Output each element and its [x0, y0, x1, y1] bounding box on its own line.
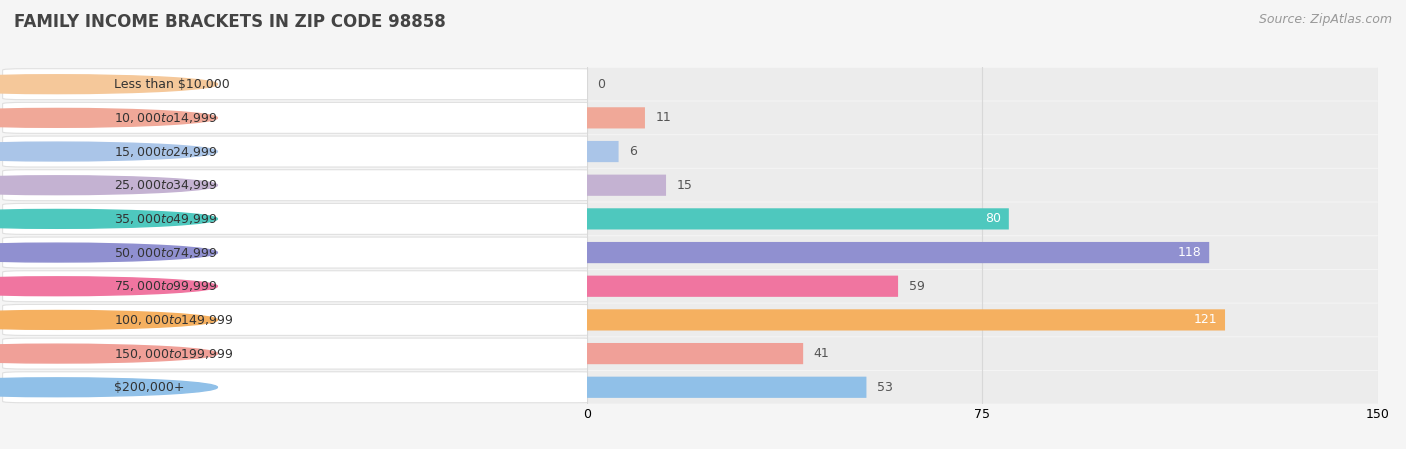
- FancyBboxPatch shape: [586, 68, 1378, 101]
- FancyBboxPatch shape: [586, 270, 1378, 303]
- FancyBboxPatch shape: [586, 107, 645, 128]
- FancyBboxPatch shape: [586, 242, 1209, 263]
- Text: 80: 80: [984, 212, 1001, 225]
- FancyBboxPatch shape: [3, 170, 599, 201]
- Text: $100,000 to $149,999: $100,000 to $149,999: [114, 313, 233, 327]
- Circle shape: [0, 277, 218, 296]
- FancyBboxPatch shape: [586, 135, 1378, 168]
- FancyBboxPatch shape: [3, 338, 599, 369]
- Circle shape: [0, 378, 218, 397]
- Text: $75,000 to $99,999: $75,000 to $99,999: [114, 279, 218, 293]
- FancyBboxPatch shape: [3, 304, 599, 335]
- FancyBboxPatch shape: [586, 276, 898, 297]
- Circle shape: [0, 176, 218, 195]
- Circle shape: [0, 243, 218, 262]
- Text: FAMILY INCOME BRACKETS IN ZIP CODE 98858: FAMILY INCOME BRACKETS IN ZIP CODE 98858: [14, 13, 446, 31]
- Text: 59: 59: [908, 280, 924, 293]
- Text: Source: ZipAtlas.com: Source: ZipAtlas.com: [1258, 13, 1392, 26]
- FancyBboxPatch shape: [586, 304, 1378, 336]
- Circle shape: [0, 108, 218, 128]
- FancyBboxPatch shape: [586, 208, 1010, 229]
- FancyBboxPatch shape: [586, 377, 866, 398]
- FancyBboxPatch shape: [586, 343, 803, 364]
- Text: $150,000 to $199,999: $150,000 to $199,999: [114, 347, 233, 361]
- Circle shape: [0, 344, 218, 363]
- Text: $10,000 to $14,999: $10,000 to $14,999: [114, 111, 218, 125]
- FancyBboxPatch shape: [3, 136, 599, 167]
- Text: 11: 11: [655, 111, 671, 124]
- FancyBboxPatch shape: [3, 69, 599, 100]
- Text: $15,000 to $24,999: $15,000 to $24,999: [114, 145, 218, 158]
- Text: 41: 41: [814, 347, 830, 360]
- FancyBboxPatch shape: [586, 141, 619, 162]
- FancyBboxPatch shape: [586, 101, 1378, 134]
- Text: 53: 53: [877, 381, 893, 394]
- FancyBboxPatch shape: [586, 169, 1378, 202]
- FancyBboxPatch shape: [586, 202, 1378, 235]
- FancyBboxPatch shape: [3, 372, 599, 403]
- Text: $200,000+: $200,000+: [114, 381, 184, 394]
- Text: 0: 0: [598, 78, 606, 91]
- FancyBboxPatch shape: [3, 102, 599, 133]
- Circle shape: [0, 142, 218, 161]
- FancyBboxPatch shape: [586, 175, 666, 196]
- Circle shape: [0, 311, 218, 330]
- Text: 15: 15: [676, 179, 692, 192]
- FancyBboxPatch shape: [586, 309, 1225, 330]
- Circle shape: [0, 75, 218, 94]
- Text: $35,000 to $49,999: $35,000 to $49,999: [114, 212, 218, 226]
- Text: 118: 118: [1177, 246, 1201, 259]
- Text: 6: 6: [628, 145, 637, 158]
- FancyBboxPatch shape: [586, 371, 1378, 404]
- FancyBboxPatch shape: [3, 203, 599, 234]
- FancyBboxPatch shape: [3, 237, 599, 268]
- Text: $50,000 to $74,999: $50,000 to $74,999: [114, 246, 218, 260]
- FancyBboxPatch shape: [586, 337, 1378, 370]
- Circle shape: [0, 209, 218, 229]
- FancyBboxPatch shape: [3, 271, 599, 302]
- FancyBboxPatch shape: [586, 236, 1378, 269]
- Text: 121: 121: [1194, 313, 1218, 326]
- Text: Less than $10,000: Less than $10,000: [114, 78, 231, 91]
- Text: $25,000 to $34,999: $25,000 to $34,999: [114, 178, 218, 192]
